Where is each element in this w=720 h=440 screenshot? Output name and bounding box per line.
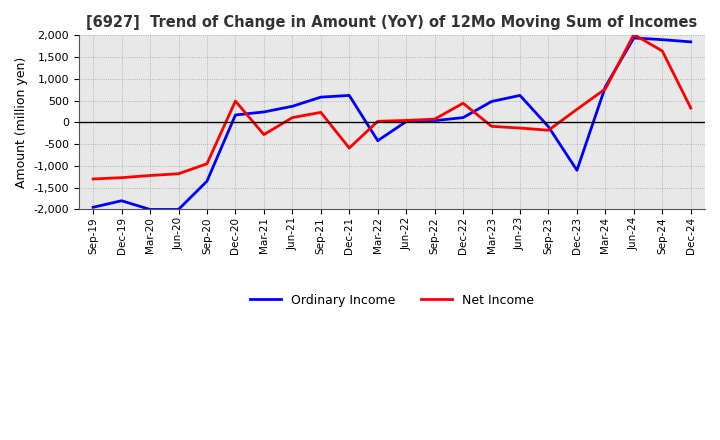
Net Income <box>260 132 269 137</box>
Ordinary Income <box>231 112 240 117</box>
Net Income <box>629 32 638 37</box>
Net Income <box>174 171 183 176</box>
Ordinary Income <box>516 93 524 98</box>
Ordinary Income <box>544 124 553 129</box>
Net Income <box>686 106 695 111</box>
Ordinary Income <box>658 37 667 42</box>
Ordinary Income <box>431 118 439 123</box>
Ordinary Income <box>89 205 97 210</box>
Line: Net Income: Net Income <box>93 34 690 179</box>
Ordinary Income <box>459 115 467 120</box>
Net Income <box>345 146 354 151</box>
Ordinary Income <box>260 109 269 114</box>
Ordinary Income <box>686 39 695 44</box>
Net Income <box>431 117 439 122</box>
Title: [6927]  Trend of Change in Amount (YoY) of 12Mo Moving Sum of Incomes: [6927] Trend of Change in Amount (YoY) o… <box>86 15 698 30</box>
Ordinary Income <box>601 84 610 89</box>
Net Income <box>601 86 610 92</box>
Net Income <box>288 115 297 120</box>
Line: Ordinary Income: Ordinary Income <box>93 38 690 209</box>
Net Income <box>317 110 325 115</box>
Net Income <box>459 101 467 106</box>
Net Income <box>117 175 126 180</box>
Ordinary Income <box>117 198 126 203</box>
Net Income <box>89 176 97 182</box>
Net Income <box>202 161 211 166</box>
Net Income <box>231 99 240 104</box>
Net Income <box>374 119 382 124</box>
Net Income <box>145 173 154 178</box>
Ordinary Income <box>174 207 183 212</box>
Ordinary Income <box>345 93 354 98</box>
Net Income <box>544 128 553 133</box>
Ordinary Income <box>145 207 154 212</box>
Net Income <box>487 124 496 129</box>
Net Income <box>402 118 410 123</box>
Net Income <box>516 125 524 131</box>
Ordinary Income <box>288 104 297 109</box>
Ordinary Income <box>402 119 410 124</box>
Ordinary Income <box>374 138 382 143</box>
Ordinary Income <box>202 179 211 184</box>
Y-axis label: Amount (million yen): Amount (million yen) <box>15 57 28 188</box>
Ordinary Income <box>572 168 581 173</box>
Net Income <box>572 106 581 112</box>
Ordinary Income <box>487 99 496 104</box>
Legend: Ordinary Income, Net Income: Ordinary Income, Net Income <box>245 289 539 312</box>
Net Income <box>658 48 667 54</box>
Ordinary Income <box>629 35 638 40</box>
Ordinary Income <box>317 95 325 100</box>
